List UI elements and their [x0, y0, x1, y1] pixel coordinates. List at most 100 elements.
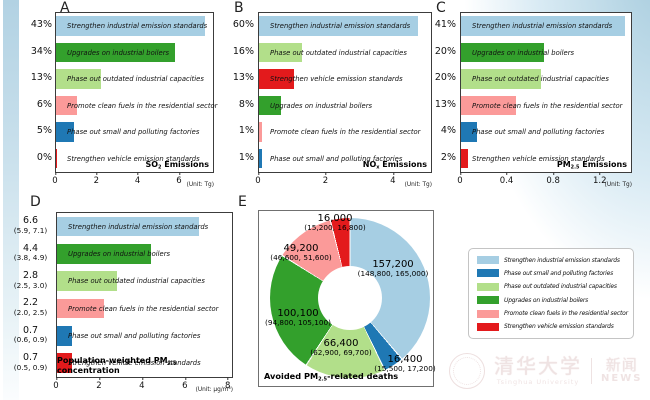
panel-label-a: A	[60, 0, 70, 16]
bar-segment	[461, 69, 542, 89]
bar-label: Strengthen vehicle emission standards	[68, 359, 201, 368]
bar-segment	[259, 69, 295, 89]
watermark-university-zh: 清华大学	[494, 354, 582, 378]
bar-row: Upgrades on industrial boilers	[259, 93, 431, 120]
axis-tick: 2	[93, 172, 100, 186]
bar-row: Strengthen industrial emission standards	[56, 13, 213, 40]
bar-row: Phase out small and polluting factories	[259, 146, 431, 173]
watermark-news-zh: 新闻	[605, 356, 638, 374]
watermark-divider	[591, 358, 592, 384]
bar-value-label: 43%	[16, 12, 52, 39]
plot-area: Strengthen industrial emission standards…	[55, 12, 217, 173]
bar-label: Upgrades on industrial boilers	[68, 249, 171, 258]
bar-value-column: 43% 34% 13% 6% 5% 0%	[16, 12, 52, 171]
bar-row: Phase out outdated industrial capacities	[259, 40, 431, 67]
bar-value-column: 60% 16% 13% 8% 1% 1%	[220, 12, 254, 171]
legend-swatch	[477, 282, 499, 291]
value-text: 1%	[238, 125, 254, 137]
x-axis: (Unit: Tg) 0 0.4 0.8 1.2	[457, 172, 632, 188]
bar-segment	[461, 95, 516, 116]
bar-value-column: 6.6 (5.9, 7.1) 4.4 (3.8, 4.9) 2.8 (2.5, 3.0) 2…	[8, 212, 53, 376]
ci-text: (2.0, 2.5)	[13, 307, 48, 317]
bar-row: Strengthen industrial emission standards	[461, 13, 631, 40]
value-text: 1%	[238, 151, 254, 163]
bar-segment	[461, 16, 626, 36]
axis-tick: 4	[134, 172, 141, 186]
watermark: 清华大学 Tsinghua University 新闻 NEWS	[449, 347, 649, 395]
plot-area: Strengthen industrial emission standards…	[56, 212, 233, 378]
bar-row: Upgrades on industrial boilers	[56, 40, 213, 67]
value-text: 13%	[232, 72, 254, 84]
donut-slice-label: 157,200 (148,800, 165,000)	[357, 259, 429, 279]
bar-value-label: 60%	[220, 12, 254, 39]
value-text: 41%	[434, 19, 456, 31]
plot-area: Strengthen industrial emission standards…	[460, 12, 632, 173]
value-text: 13%	[30, 72, 52, 84]
value-text: 2.8	[22, 270, 39, 282]
bar-label: Phase out outdated industrial capacities	[67, 75, 204, 84]
x-axis: (Unit: μg/m³) 0 2 4 6 8	[53, 377, 233, 393]
value-text: 0%	[36, 151, 52, 163]
bar-value-label: 2%	[422, 145, 456, 172]
bar-segment	[461, 42, 544, 63]
axis-tick: 4	[390, 172, 396, 186]
bar-value-label: 41%	[422, 12, 456, 39]
value-text: 20%	[434, 45, 456, 57]
bar-value-label: 1%	[220, 118, 254, 145]
value-text: 0.7	[22, 352, 39, 364]
bar-row: Phase out outdated industrial capacities	[56, 66, 213, 93]
bar-segment	[259, 42, 302, 63]
legend-swatch	[477, 322, 499, 331]
bar-value-label: 20%	[422, 39, 456, 66]
bar-value-label: 2.8 (2.5, 3.0)	[8, 267, 53, 294]
bar-segment	[259, 16, 418, 36]
bar-segment	[56, 148, 58, 169]
bar-segment	[56, 69, 102, 89]
bar-row: Promote clean fuels in the residential s…	[56, 93, 217, 120]
plot-area: Strengthen industrial emission standards…	[258, 12, 432, 173]
bar-row: Strengthen vehicle emission standards	[56, 146, 213, 173]
legend-item-label: Phase out small and polluting factories	[504, 269, 614, 277]
axis-tick: 0.4	[499, 172, 514, 186]
bar-value-label: 20%	[422, 65, 456, 92]
background-gradient-left	[3, 0, 19, 400]
axis-unit-label: (Unit: Tg)	[604, 182, 632, 188]
bar-row: Upgrades on industrial boilers	[57, 240, 232, 267]
chart-title: SO2 Emissions	[145, 159, 209, 170]
chart-title: PM2.5 Emissions	[556, 159, 627, 170]
legend-item-label: Promote clean fuels in the residential s…	[504, 310, 628, 318]
bar-row: Strengthen vehicle emission standards	[259, 66, 431, 93]
bar-value-label: 16%	[220, 39, 254, 66]
legend: Strengthen industrial emission standards…	[468, 248, 634, 339]
watermark-university: 清华大学 Tsinghua University	[494, 356, 582, 386]
value-text: 0.7	[22, 324, 39, 336]
bar-segment	[56, 122, 74, 142]
panel-label-d: D	[30, 194, 41, 210]
bar-label: Promote clean fuels in the residential s…	[67, 101, 218, 110]
bar-row: Phase out outdated industrial capacities	[57, 268, 232, 295]
value-text: 60%	[232, 19, 254, 31]
bar-row: Phase out small and polluting factories	[57, 322, 232, 349]
bar-label: Strengthen vehicle emission standards	[67, 154, 200, 163]
legend-item-label: Phase out outdated industrial capacities	[504, 283, 617, 291]
bar-row: Strengthen vehicle emission standards	[461, 146, 631, 173]
bar-label: Phase out small and polluting factories	[472, 128, 605, 137]
donut-slice-label: 100,100 (94,800, 105,100)	[264, 308, 332, 328]
bar-segment	[461, 122, 478, 142]
x-axis: (Unit: Tg) 0 2 4 6	[52, 172, 214, 188]
bar-label: Strengthen industrial emission standards	[68, 222, 209, 231]
value-text: 4.4	[22, 242, 39, 254]
bar-segment	[461, 148, 468, 169]
value-text: 2%	[440, 151, 456, 163]
bar-label: Phase out small and polluting factories	[270, 154, 403, 163]
bar-row: Strengthen industrial emission standards	[259, 13, 431, 40]
bar-row: Promote clean fuels in the residential s…	[259, 119, 431, 146]
panel-label-b: B	[234, 0, 244, 16]
bar-label: Phase out outdated industrial capacities	[68, 277, 205, 286]
bar-row: Strengthen vehicle emission standards	[57, 350, 232, 377]
donut-slice-label: 49,200 (46,600, 51,600)	[270, 243, 332, 263]
bar-segment	[56, 16, 205, 36]
bar-row: Phase out small and polluting factories	[56, 119, 213, 146]
legend-item-label: Strengthen industrial emission standards	[504, 256, 620, 264]
